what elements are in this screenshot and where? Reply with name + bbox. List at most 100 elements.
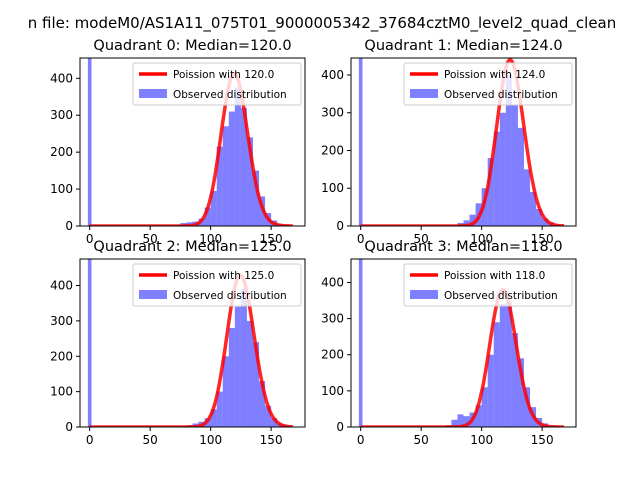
quadrant-title: Quadrant 0: Median=120.0 [93, 38, 291, 54]
histogram-bar [493, 131, 500, 226]
axes-frame [79, 57, 306, 227]
histogram-bar [517, 358, 524, 427]
histogram-bar [252, 170, 260, 226]
x-tick-label: 50 [414, 232, 429, 246]
histogram-bar [493, 322, 500, 427]
histogram-bar [234, 306, 241, 427]
histogram-bar [523, 387, 531, 427]
x-tick-label: 100 [470, 232, 493, 246]
legend-entry-observed: Observed distribution [173, 89, 287, 101]
y-tick-label: 100 [50, 182, 73, 196]
histogram-bar [530, 192, 537, 226]
histogram-bar [481, 387, 488, 427]
x-tick-label: 150 [531, 433, 554, 447]
y-tick-label: 0 [65, 219, 73, 233]
histogram-bar [204, 207, 211, 226]
histogram-bar [451, 419, 458, 427]
y-tick-label: 100 [321, 181, 344, 195]
histogram-bar [463, 220, 470, 226]
y-tick-label: 400 [50, 279, 73, 293]
quadrant-title: Quadrant 3: Median=118.0 [364, 239, 562, 255]
figure-suptitle: n file: modeM0/AS1A11_075T01_9000005342_… [28, 14, 617, 33]
histogram-bar [228, 327, 235, 427]
histogram-bar [216, 391, 223, 427]
x-tick-label: 0 [357, 232, 365, 246]
legend-entry-poisson: Poission with 125.0 [173, 270, 274, 282]
quadrant-3-axes: 0 50 100 150 0 100 200 300 400 Poission with 118.… [321, 239, 577, 447]
histogram-bar [246, 320, 253, 427]
x-tick-label: 0 [86, 433, 94, 447]
x-tick-label: 50 [143, 232, 158, 246]
axes-frame [350, 57, 577, 227]
quadrant-title: Quadrant 1: Median=124.0 [364, 38, 562, 54]
x-tick-label: 50 [414, 433, 429, 447]
legend-bar-swatch [410, 290, 438, 299]
histogram-bar [523, 169, 531, 226]
histogram-bar [228, 111, 235, 226]
histogram-bar [216, 146, 223, 226]
legend: Poission with 118.0 Observed distribution [403, 263, 573, 307]
histogram-bar [487, 158, 494, 226]
y-tick-label: 200 [50, 349, 73, 363]
y-tick-label: 400 [321, 68, 344, 82]
legend-bar-swatch [410, 89, 438, 98]
x-tick-label: 0 [86, 232, 94, 246]
quadrant-0-axes: 0 50 100 150 0 100 200 300 400 Poission with 120.… [50, 38, 306, 246]
y-tick-label: 200 [321, 143, 344, 157]
histogram-bar [222, 356, 229, 427]
histogram-bar [475, 405, 482, 427]
histogram-bar [210, 409, 217, 427]
histogram-bar [210, 190, 217, 226]
x-tick-label: 150 [260, 232, 283, 246]
histogram-bar [265, 405, 272, 427]
y-tick-label: 400 [50, 71, 73, 85]
y-tick-label: 300 [321, 106, 344, 120]
legend-entry-observed: Observed distribution [444, 89, 558, 101]
y-tick-label: 200 [50, 145, 73, 159]
quadrant-1-axes: 0 50 100 150 0 100 200 300 400 Poission with 124.… [321, 38, 577, 246]
histogram-bar [499, 112, 506, 226]
legend-entry-observed: Observed distribution [444, 290, 558, 302]
y-tick-label: 400 [321, 275, 344, 289]
zero-count-bar [87, 58, 92, 226]
histogram-bar [463, 416, 470, 427]
histogram-bar [511, 105, 518, 226]
x-tick-label: 100 [199, 232, 222, 246]
y-tick-label: 100 [321, 384, 344, 398]
y-tick-label: 100 [50, 385, 73, 399]
histogram-bar [240, 289, 247, 427]
histogram-bar [469, 214, 476, 226]
axes-frame [350, 258, 577, 428]
zero-count-bar [358, 259, 363, 427]
legend-bar-swatch [139, 290, 167, 299]
histogram-bar [499, 304, 506, 427]
legend-entry-poisson: Poission with 124.0 [444, 69, 545, 81]
legend-entry-poisson: Poission with 120.0 [173, 69, 274, 81]
zero-count-bar [87, 259, 92, 427]
histogram-bar [457, 414, 464, 427]
histogram-bar [517, 127, 524, 226]
x-tick-label: 0 [357, 433, 365, 447]
x-tick-label: 150 [531, 232, 554, 246]
histogram-bar [246, 137, 253, 226]
y-tick-label: 300 [321, 312, 344, 326]
y-tick-label: 0 [336, 219, 344, 233]
histogram-bar [511, 333, 518, 427]
y-tick-label: 0 [65, 420, 73, 434]
histogram-bar [222, 126, 229, 226]
histogram-bar [240, 107, 247, 226]
legend: Poission with 120.0 Observed distribution [132, 62, 302, 106]
y-tick-label: 200 [321, 348, 344, 362]
histogram-bar [505, 74, 512, 226]
quadrant-title: Quadrant 2: Median=125.0 [93, 239, 291, 255]
zero-count-bar [358, 58, 363, 226]
legend: Poission with 124.0 Observed distribution [403, 62, 573, 106]
legend-entry-poisson: Poission with 118.0 [444, 270, 545, 282]
x-tick-label: 150 [260, 433, 283, 447]
histogram-bar [252, 342, 260, 427]
y-tick-label: 0 [336, 420, 344, 434]
histogram-bar [271, 418, 278, 427]
legend-bar-swatch [139, 89, 167, 98]
histogram-bar [487, 354, 494, 427]
